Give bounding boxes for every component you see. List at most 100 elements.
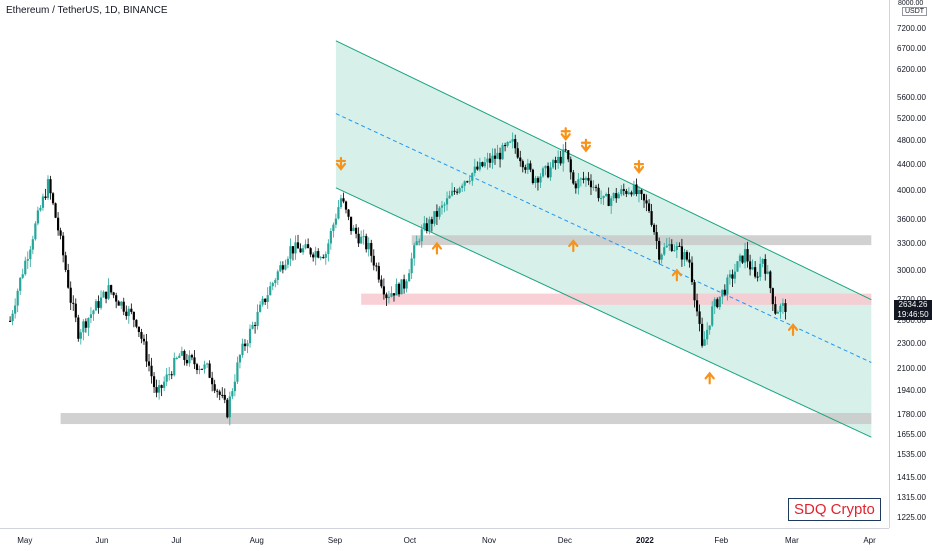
- candle-body: [317, 251, 320, 258]
- candle-body: [82, 321, 85, 333]
- candle-body: [87, 318, 90, 328]
- candle-body: [390, 293, 393, 297]
- candle-body: [84, 321, 87, 328]
- candle-body: [440, 205, 444, 208]
- channel-lower-line: [335, 187, 872, 438]
- candle-body: [506, 141, 509, 146]
- candle-body: [193, 357, 196, 365]
- candle-body: [152, 376, 156, 388]
- price-tick: 5600.00: [897, 93, 926, 103]
- candle-body: [216, 390, 219, 392]
- candle-body: [231, 391, 234, 397]
- candle-body: [577, 179, 580, 189]
- candle-body: [554, 160, 557, 164]
- candle-body: [276, 271, 279, 281]
- candle-body: [69, 287, 72, 303]
- price-tick: 1655.00: [897, 429, 926, 439]
- candle-body: [291, 246, 295, 254]
- candle-body: [678, 245, 681, 247]
- candle-body: [647, 203, 651, 212]
- candle-body: [425, 223, 428, 232]
- candle-body: [559, 156, 562, 164]
- candle-body: [233, 381, 236, 392]
- candle-body: [147, 361, 151, 366]
- candle-body: [663, 247, 666, 255]
- time-axis[interactable]: [0, 528, 889, 551]
- arrow-marker-up-icon: [568, 239, 579, 253]
- channel-upper-line: [335, 40, 872, 301]
- candle-body: [569, 159, 572, 173]
- candle-body: [188, 355, 191, 364]
- candle-body: [377, 266, 380, 280]
- candle-body: [695, 300, 699, 312]
- candle-body: [483, 162, 487, 167]
- price-tick: 6200.00: [897, 65, 926, 75]
- candle-body: [536, 178, 540, 183]
- candle-body: [493, 155, 497, 159]
- price-axis[interactable]: [889, 0, 932, 528]
- candle-body: [476, 166, 479, 170]
- candle-body: [259, 304, 262, 312]
- price-tick: 2500.00: [897, 315, 926, 325]
- candle-body: [274, 280, 277, 284]
- candle-body: [622, 189, 625, 191]
- candle-body: [665, 245, 668, 248]
- candle-body: [736, 261, 739, 272]
- candle-body: [120, 301, 123, 306]
- candle-body: [597, 187, 600, 199]
- candle-body: [309, 248, 312, 255]
- price-tick-top: 8000.00: [898, 0, 924, 7]
- candle-body: [158, 385, 161, 393]
- candle-body: [142, 338, 146, 342]
- candle-body: [64, 255, 67, 270]
- candle-body: [208, 363, 211, 378]
- candle-body: [140, 332, 143, 339]
- candle-body: [433, 211, 436, 224]
- price-plot[interactable]: [0, 0, 889, 528]
- candle-body: [160, 385, 163, 388]
- candle-body: [728, 274, 731, 278]
- candle-body: [29, 249, 32, 260]
- candle-body: [11, 313, 14, 322]
- candle-body: [602, 195, 605, 199]
- time-tick: Dec: [557, 536, 572, 545]
- candle-body: [721, 289, 724, 297]
- candle-body: [49, 179, 52, 194]
- candle-body: [531, 169, 534, 184]
- candle-body: [587, 177, 590, 181]
- candle-body: [466, 181, 469, 183]
- candle-body: [14, 305, 17, 314]
- candle-body: [41, 196, 45, 208]
- candle-body: [271, 283, 274, 287]
- candle-body: [314, 251, 317, 258]
- candle-body: [329, 231, 332, 244]
- candle-body: [524, 167, 527, 170]
- price-tick: 1415.00: [897, 472, 926, 482]
- candle-body: [370, 242, 373, 256]
- candle-body: [471, 173, 474, 181]
- candle-body: [130, 308, 133, 312]
- candle-body: [72, 302, 75, 304]
- candle-body: [284, 264, 287, 270]
- candle-body: [445, 198, 449, 205]
- candle-body: [637, 190, 641, 195]
- arrow-marker-down-icon: [580, 138, 592, 153]
- candle-body: [332, 224, 335, 232]
- candle-body: [59, 230, 62, 236]
- candle-body: [205, 363, 209, 365]
- candle-body: [163, 381, 166, 388]
- candle-body: [367, 242, 370, 250]
- candle-body: [97, 301, 100, 308]
- candle-body: [680, 246, 684, 260]
- candle-body: [660, 254, 663, 260]
- candle-body: [372, 255, 375, 266]
- candle-body: [675, 245, 678, 251]
- candle-body: [185, 359, 188, 364]
- candle-body: [496, 152, 499, 159]
- candle-body: [94, 301, 98, 311]
- candle-body: [355, 227, 358, 234]
- candle-body: [24, 260, 27, 275]
- candle-body: [117, 301, 120, 306]
- currency-unit[interactable]: USDT: [902, 7, 928, 16]
